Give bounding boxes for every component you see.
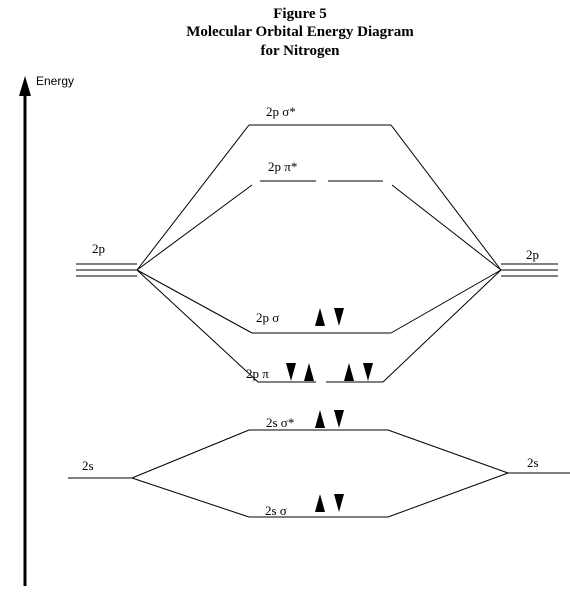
correlation-line (390, 124, 502, 271)
right-2p-label: 2p (526, 247, 539, 262)
diagram-title: Molecular Orbital Energy Diagram (186, 24, 414, 40)
spin-down-arrow (363, 363, 373, 381)
mo-pi2p-star: 2p π* (260, 159, 383, 182)
correlation-line (391, 184, 502, 271)
energy-axis: Energy (19, 74, 74, 586)
spin-down-arrow (334, 494, 344, 512)
diagram-subtitle: for Nitrogen (260, 43, 340, 59)
spin-up-arrow (315, 410, 325, 428)
spin-up-arrow (315, 494, 325, 512)
electron-group (315, 494, 344, 512)
correlation-line (131, 429, 250, 479)
mo-sigma2s-star: 2s σ* (249, 410, 388, 431)
mo-label: 2p π* (268, 159, 297, 174)
correlation-line (390, 269, 502, 334)
correlation-line (136, 269, 259, 383)
energy-axis-label: Energy (36, 74, 74, 88)
correlation-line (382, 269, 502, 383)
mo-sigma2p: 2p σ (252, 308, 391, 334)
left-2p-levels (76, 263, 137, 277)
mo-label: 2p σ* (266, 104, 296, 119)
mo-sigma2p-star: 2p σ* (249, 104, 391, 126)
correlation-line (387, 429, 509, 474)
mo-label: 2p π (246, 366, 269, 381)
correlation-line (136, 124, 250, 271)
electron-group (315, 308, 344, 326)
mo-pi2p: 2p π (246, 363, 383, 383)
mo-label: 2p σ (256, 310, 279, 325)
right-2p-levels (501, 263, 558, 277)
mo-sigma2s: 2s σ (249, 494, 388, 518)
left-2p-label: 2p (92, 241, 105, 256)
electron-group (315, 410, 344, 428)
correlation-line (131, 477, 250, 518)
figure-number: Figure 5 (273, 6, 327, 22)
electron-group (286, 363, 373, 381)
spin-down-arrow (334, 308, 344, 326)
mo-label: 2s σ* (266, 415, 294, 430)
spin-up-arrow (304, 363, 314, 381)
correlation-lines (131, 124, 509, 518)
atomic-orbitals: 2p 2p 2s 2s (68, 241, 570, 479)
energy-axis-arrowhead (19, 76, 31, 96)
spin-up-arrow (344, 363, 354, 381)
left-2s-label: 2s (82, 458, 94, 473)
right-2s-label: 2s (527, 455, 539, 470)
correlation-line (136, 269, 253, 334)
correlation-line (387, 472, 509, 518)
mo-label: 2s σ (265, 503, 287, 518)
spin-up-arrow (315, 308, 325, 326)
spin-down-arrow (334, 410, 344, 428)
correlation-line (136, 184, 253, 271)
spin-down-arrow (286, 363, 296, 381)
